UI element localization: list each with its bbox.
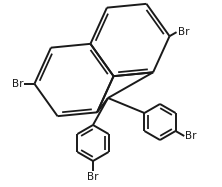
Text: Br: Br [12,79,24,89]
Text: Br: Br [87,172,99,182]
Text: Br: Br [178,27,189,37]
Text: Br: Br [185,131,197,141]
